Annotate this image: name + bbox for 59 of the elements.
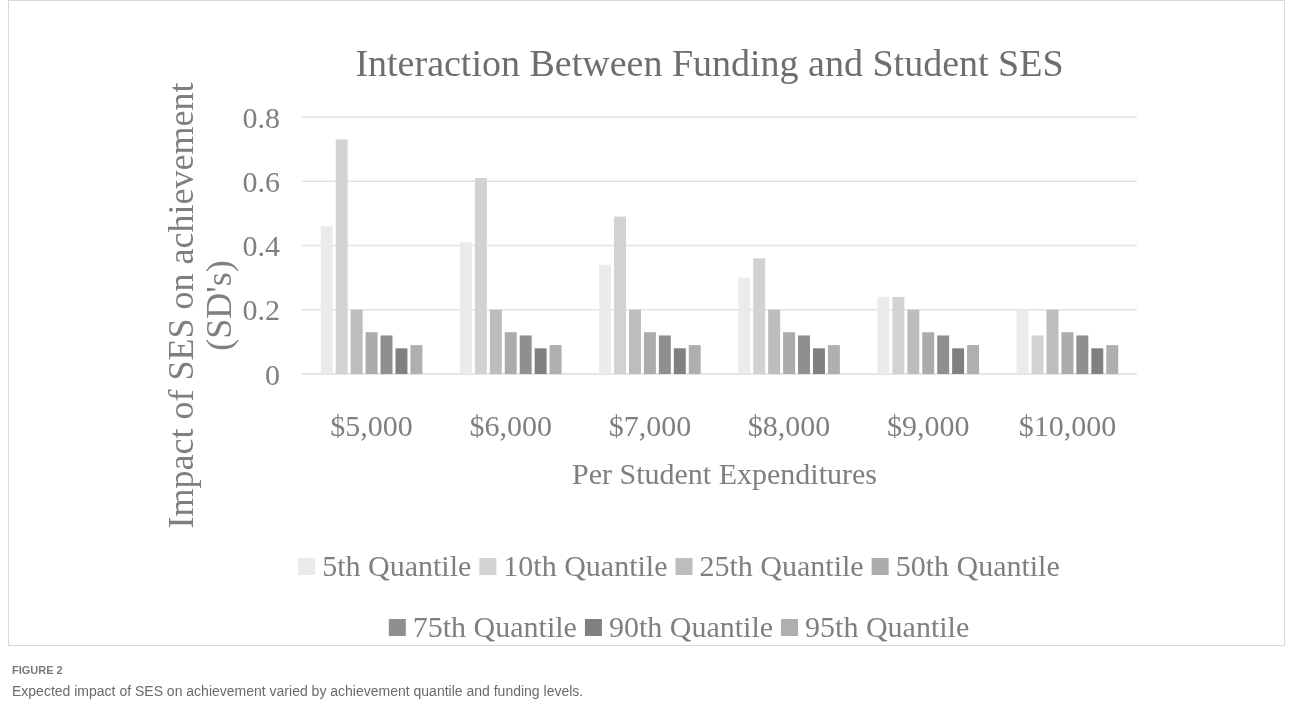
y-tick-label: 0.2 xyxy=(242,293,280,327)
bar xyxy=(922,332,935,374)
y-axis-title: Impact of SES on achievement (SD's) xyxy=(161,82,239,529)
legend-label: 75th Quantile xyxy=(412,610,577,643)
bar xyxy=(643,332,656,374)
bar xyxy=(489,309,502,374)
y-tick-label: 0.4 xyxy=(242,229,280,262)
bar xyxy=(753,258,766,374)
legend-label: 90th Quantile xyxy=(608,610,774,643)
bar xyxy=(519,335,532,374)
y-tick-label: 0.8 xyxy=(242,100,280,134)
caption: FIGURE 2 xyxy=(12,664,63,676)
x-tick-label: $5,000 xyxy=(330,409,413,442)
bar xyxy=(549,345,562,374)
bar xyxy=(534,348,547,374)
bar xyxy=(350,309,363,374)
bar xyxy=(1106,345,1119,374)
bar xyxy=(798,335,810,374)
text: Expected impact of SES on achievement varied by achievement quantile and funding levels. xyxy=(12,683,584,699)
bar xyxy=(1091,348,1104,374)
bar xyxy=(1046,309,1059,374)
y-tick-label: 0 xyxy=(265,357,280,391)
bar xyxy=(658,335,671,374)
bar xyxy=(365,332,378,374)
bar xyxy=(673,348,686,374)
legend-label: 50th Quantile xyxy=(895,549,1060,582)
x-tick-label: $8,000 xyxy=(747,409,831,442)
x-tick-label: $6,000 xyxy=(469,409,552,442)
bar xyxy=(688,345,701,374)
bar xyxy=(614,216,627,374)
bar xyxy=(783,332,796,374)
bar xyxy=(967,345,980,374)
x-tick-label: $10,000 xyxy=(1018,409,1117,442)
y-tick-label: 0.6 xyxy=(242,164,280,198)
bar xyxy=(1031,335,1044,374)
bar xyxy=(629,309,641,374)
x-tick-label: $7,000 xyxy=(608,409,692,442)
bar xyxy=(335,139,348,374)
legend-label: 95th Quantile xyxy=(805,610,970,643)
bar xyxy=(907,309,920,374)
bar xyxy=(380,335,393,374)
bar xyxy=(1076,335,1089,374)
bar xyxy=(937,335,950,374)
bar xyxy=(410,345,423,374)
bar xyxy=(504,332,517,374)
bar xyxy=(952,348,965,374)
bar xyxy=(1061,332,1074,374)
bar xyxy=(812,348,825,374)
bar xyxy=(768,309,781,374)
bar xyxy=(395,348,408,374)
bar xyxy=(827,345,840,374)
legend-label: 5th Quantile xyxy=(322,549,472,582)
chart-title: Interaction Between Funding and Student SES xyxy=(355,42,1064,84)
bar xyxy=(892,296,905,374)
legend-label: 25th Quantile xyxy=(699,549,864,582)
legend-label: 10th Quantile xyxy=(503,549,668,582)
bar xyxy=(474,178,487,374)
x-axis-title: Per Student Expenditures xyxy=(572,457,877,490)
x-tick-label: $9,000 xyxy=(887,409,970,442)
